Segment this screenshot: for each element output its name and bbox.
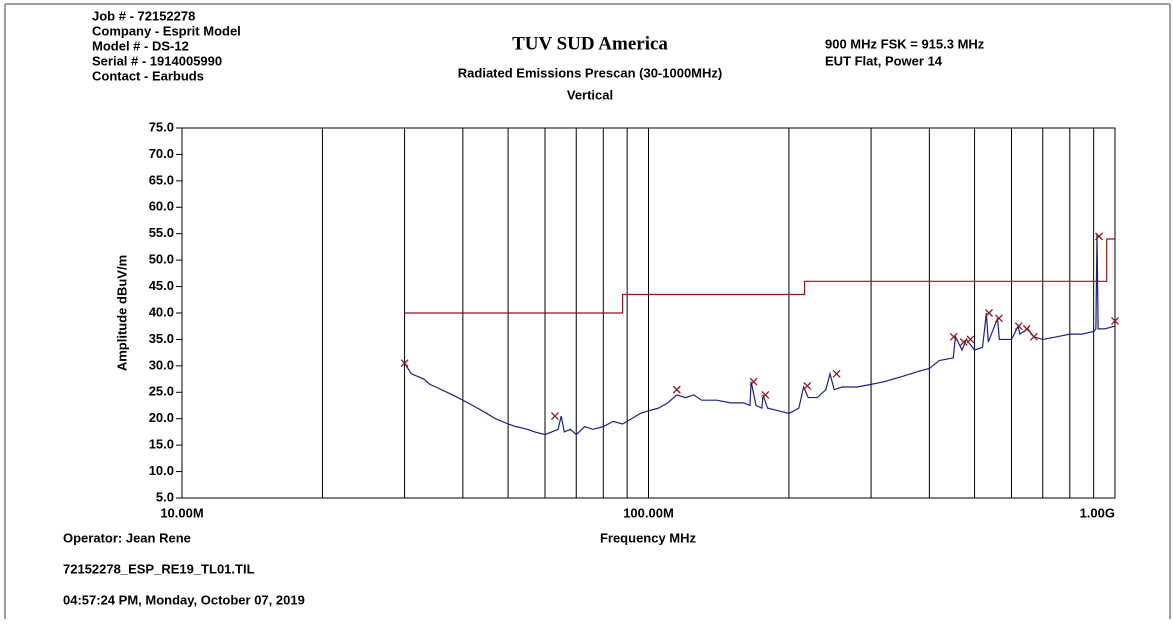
plot-frame bbox=[181, 127, 1116, 499]
peak-marker bbox=[400, 359, 409, 368]
peak-marker bbox=[949, 332, 958, 341]
x-axis-title: Frequency MHz bbox=[600, 530, 697, 545]
y-tick-label: 75.0 bbox=[149, 119, 174, 134]
company: Company - Esprit Model bbox=[92, 23, 241, 38]
y-tick-label: 5.0 bbox=[156, 489, 174, 504]
x-tick-label: 1.00G bbox=[1080, 505, 1115, 520]
y-tick-label: 35.0 bbox=[149, 331, 174, 346]
peak-marker bbox=[1029, 332, 1038, 341]
peak-marker bbox=[1095, 232, 1103, 241]
trace bbox=[404, 238, 1115, 314]
peak-marker bbox=[672, 385, 681, 394]
peak-marker bbox=[761, 390, 770, 399]
peak-marker bbox=[1111, 316, 1119, 325]
trace bbox=[404, 233, 1116, 436]
title: TUV SUD America bbox=[512, 33, 668, 54]
timestamp: 04:57:24 PM, Monday, October 07, 2019 bbox=[63, 592, 305, 607]
y-tick-label: 70.0 bbox=[149, 146, 174, 161]
subtitle: Radiated Emissions Prescan (30-1000MHz) bbox=[458, 65, 722, 80]
eut-setup: EUT Flat, Power 14 bbox=[825, 53, 943, 68]
y-tick-label: 40.0 bbox=[149, 304, 174, 319]
y-tick-label: 20.0 bbox=[149, 410, 174, 425]
operator: Operator: Jean Rene bbox=[63, 530, 191, 545]
peak-marker bbox=[550, 412, 559, 421]
model: Model # - DS-12 bbox=[92, 38, 189, 53]
peak-marker bbox=[832, 369, 841, 378]
peak-marker bbox=[1022, 324, 1031, 333]
y-tick-label: 15.0 bbox=[149, 437, 174, 452]
y-axis-title: Amplitude dBuV/m bbox=[114, 255, 129, 371]
eut-freq: 900 MHz FSK = 915.3 MHz bbox=[825, 36, 985, 51]
file-name: 72152278_ESP_RE19_TL01.TIL bbox=[63, 561, 255, 576]
serial: Serial # - 1914005990 bbox=[92, 53, 222, 68]
peak-marker bbox=[966, 335, 975, 344]
y-tick-label: 30.0 bbox=[149, 357, 174, 372]
job: Job # - 72152278 bbox=[92, 8, 195, 23]
x-tick-label: 10.00M bbox=[160, 505, 203, 520]
peak-marker bbox=[749, 377, 758, 386]
peak-marker bbox=[803, 381, 812, 390]
polarization: Vertical bbox=[567, 87, 613, 102]
y-tick-label: 60.0 bbox=[149, 199, 174, 214]
y-tick-label: 25.0 bbox=[149, 384, 174, 399]
contact: Contact - Earbuds bbox=[92, 68, 204, 83]
peak-marker bbox=[995, 314, 1003, 323]
peak-marker bbox=[959, 338, 968, 347]
y-tick-label: 45.0 bbox=[149, 278, 174, 293]
y-tick-label: 10.0 bbox=[149, 463, 174, 478]
y-tick-label: 65.0 bbox=[149, 172, 174, 187]
x-tick-label: 100.00M bbox=[623, 505, 674, 520]
y-tick-label: 55.0 bbox=[149, 225, 174, 240]
y-tick-label: 50.0 bbox=[149, 252, 174, 267]
peak-marker bbox=[1014, 322, 1023, 331]
peak-marker bbox=[985, 309, 993, 317]
